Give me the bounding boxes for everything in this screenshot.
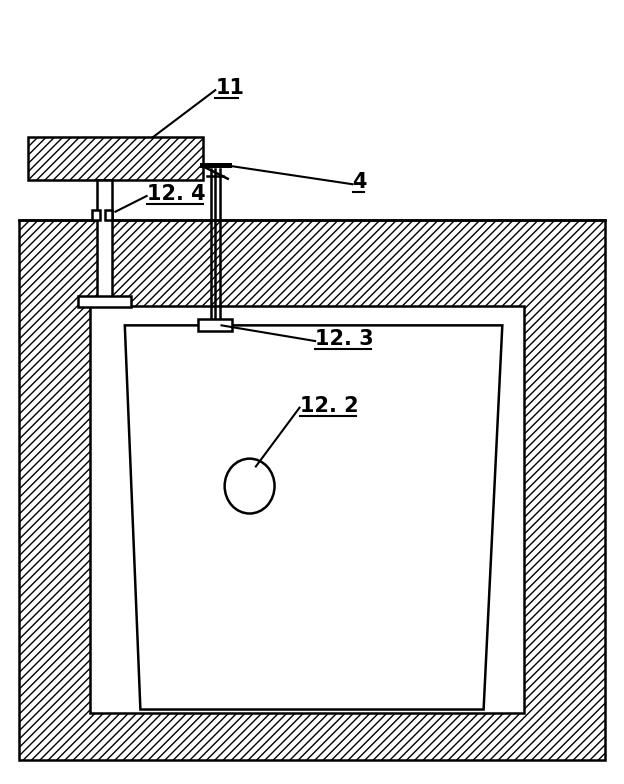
Text: 12. 2: 12. 2 xyxy=(300,395,358,416)
Bar xyxy=(92,210,100,220)
Bar xyxy=(90,306,524,713)
Text: 12. 3: 12. 3 xyxy=(315,328,374,349)
Bar xyxy=(19,220,605,760)
Text: 4: 4 xyxy=(353,172,367,192)
Bar xyxy=(198,319,232,331)
Bar xyxy=(105,210,112,220)
Ellipse shape xyxy=(225,459,275,514)
Text: 11: 11 xyxy=(215,78,244,98)
Bar xyxy=(78,296,131,307)
Text: 12. 4: 12. 4 xyxy=(147,183,205,204)
Polygon shape xyxy=(125,325,502,710)
Bar xyxy=(28,137,203,180)
Bar xyxy=(97,180,112,302)
